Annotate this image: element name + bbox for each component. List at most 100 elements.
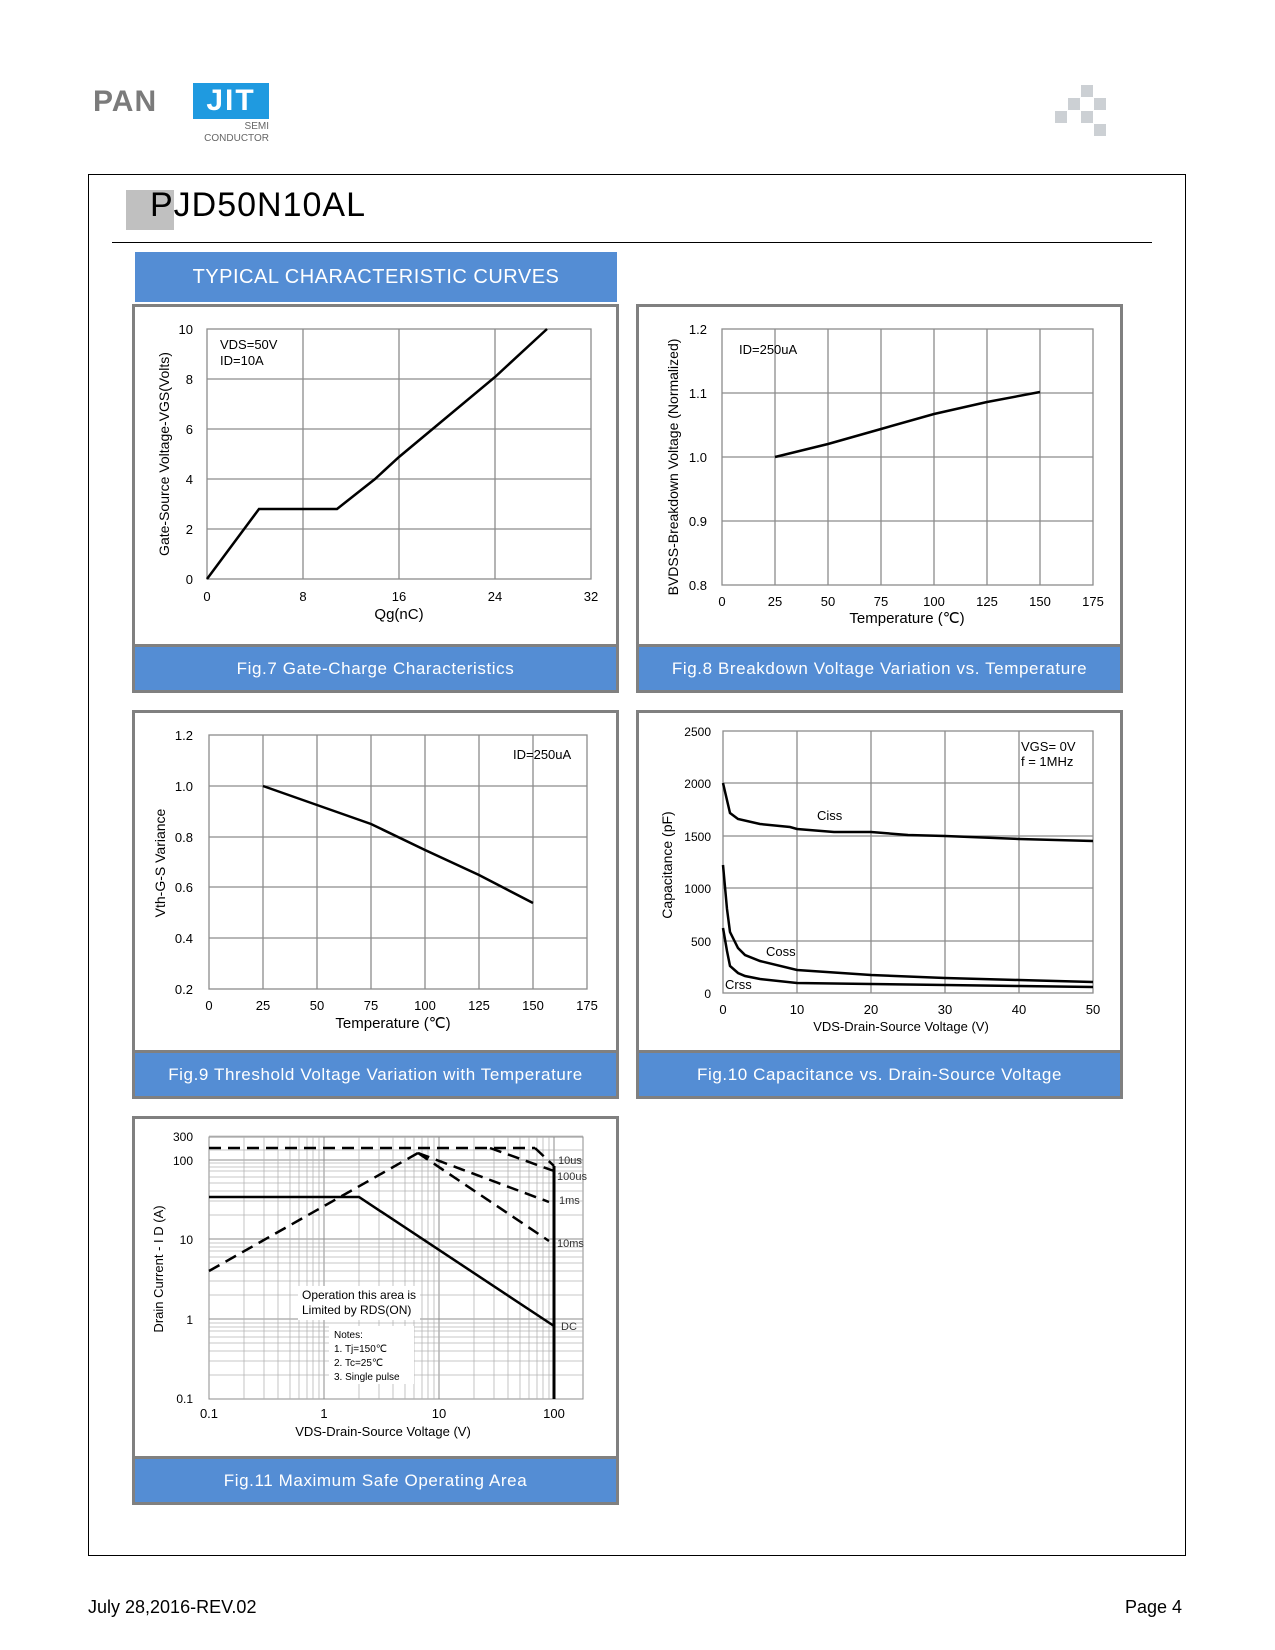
ciss-label: Ciss: [817, 808, 843, 823]
svg-text:1.0: 1.0: [175, 779, 193, 794]
svg-text:75: 75: [364, 998, 378, 1013]
fig8-xlabel: Temperature (℃): [849, 610, 964, 627]
svg-text:0.4: 0.4: [175, 931, 193, 946]
figure-8-panel: 1.2 1.1 1.0 0.9 0.8 0 25 50 75 100 125 150 175 Temp…: [636, 304, 1123, 693]
figure-9-panel: 1.2 1.0 0.8 0.6 0.4 0.2 0 25 50 75 100 125 150 175 T…: [132, 710, 619, 1099]
svg-text:50: 50: [821, 594, 835, 609]
svg-text:20: 20: [864, 1002, 878, 1017]
fig11-chart: Operation this area is Limited by RDS(ON…: [151, 1130, 587, 1439]
svg-text:2500: 2500: [684, 725, 711, 739]
soa-notes-title: Notes:: [334, 1330, 363, 1341]
svg-text:4: 4: [186, 472, 193, 487]
svg-text:0: 0: [718, 594, 725, 609]
fig8-note-id: ID=250uA: [739, 342, 798, 357]
footer-page-number: Page 4: [1124, 1597, 1182, 1617]
soa-note-1: 1. Tj=150℃: [334, 1344, 387, 1355]
fig10-xlabel: VDS-Drain-Source Voltage (V): [813, 1019, 989, 1034]
svg-text:175: 175: [1082, 594, 1104, 609]
svg-text:0.8: 0.8: [689, 578, 707, 593]
svg-text:32: 32: [584, 589, 598, 604]
fig9-chart: 1.2 1.0 0.8 0.6 0.4 0.2 0 25 50 75 100 125 150 175 T…: [152, 728, 598, 1032]
svg-text:40: 40: [1012, 1002, 1026, 1017]
fig11-caption: Fig.11 Maximum Safe Operating Area: [135, 1456, 616, 1502]
svg-text:0: 0: [203, 589, 210, 604]
logo-semi-text: SEMI: [244, 121, 269, 132]
svg-text:100: 100: [923, 594, 945, 609]
coss-label: Coss: [766, 944, 796, 959]
svg-text:1000: 1000: [684, 882, 711, 896]
fig7-note-vds: VDS=50V: [220, 337, 278, 352]
fig11-ylabel: Drain Current - I D (A): [151, 1205, 166, 1332]
svg-text:16: 16: [392, 589, 406, 604]
label-100us: 100us: [557, 1171, 587, 1183]
svg-text:0: 0: [205, 998, 212, 1013]
figure-11-panel: Operation this area is Limited by RDS(ON…: [132, 1116, 619, 1505]
svg-text:1.2: 1.2: [175, 728, 193, 743]
svg-text:175: 175: [576, 998, 598, 1013]
svg-text:10: 10: [790, 1002, 804, 1017]
page-frame: [88, 174, 1186, 1556]
svg-text:8: 8: [299, 589, 306, 604]
svg-text:30: 30: [938, 1002, 952, 1017]
svg-text:0: 0: [186, 572, 193, 587]
fig10-ylabel: Capacitance (pF): [659, 811, 675, 918]
svg-text:0: 0: [719, 1002, 726, 1017]
fig8-ylabel: BVDSS-Breakdown Voltage (Normalized): [665, 339, 681, 596]
soa-area-note-2: Limited by RDS(ON): [302, 1303, 411, 1317]
svg-text:1500: 1500: [684, 830, 711, 844]
svg-text:10: 10: [179, 322, 193, 337]
label-dc: DC: [561, 1321, 577, 1333]
fig8-caption: Fig.8 Breakdown Voltage Variation vs. Te…: [639, 644, 1120, 690]
svg-text:6: 6: [186, 422, 193, 437]
fig9-xlabel: Temperature (℃): [335, 1015, 450, 1032]
fig8-chart: 1.2 1.1 1.0 0.9 0.8 0 25 50 75 100 125 150 175 Temp…: [665, 322, 1104, 627]
svg-text:125: 125: [468, 998, 490, 1013]
svg-text:25: 25: [256, 998, 270, 1013]
fig10-chart: 2500 2000 1500 1000 500 0 0 10 20 30 40 50 VDS-Dra…: [659, 725, 1100, 1034]
svg-text:75: 75: [874, 594, 888, 609]
section-title: TYPICAL CHARACTERISTIC CURVES: [135, 252, 617, 302]
fig10-note-vgs: VGS= 0V: [1021, 739, 1076, 754]
fig10-caption: Fig.10 Capacitance vs. Drain-Source Volt…: [639, 1050, 1120, 1096]
svg-text:24: 24: [488, 589, 502, 604]
crss-label: Crss: [725, 977, 752, 992]
part-number-title: PJD50N10AL: [150, 186, 367, 224]
svg-text:150: 150: [522, 998, 544, 1013]
label-10ms: 10ms: [557, 1238, 584, 1250]
fig10-note-f: f = 1MHz: [1021, 754, 1073, 769]
logo-pan-text: PAN: [93, 85, 158, 118]
fig7-caption: Fig.7 Gate-Charge Characteristics: [135, 644, 616, 690]
figure-7-panel: 10 8 6 4 2 0 0 8 16 24 32 Qg(nC) Gate-Source Volt…: [132, 304, 619, 693]
svg-text:0.1: 0.1: [176, 1392, 193, 1406]
svg-text:1: 1: [320, 1406, 327, 1421]
svg-text:10: 10: [432, 1406, 446, 1421]
logo-jit-text: JIT: [193, 83, 269, 119]
svg-text:50: 50: [310, 998, 324, 1013]
svg-text:0.1: 0.1: [200, 1406, 218, 1421]
svg-text:50: 50: [1086, 1002, 1100, 1017]
svg-text:100: 100: [543, 1406, 565, 1421]
fig9-note-id: ID=250uA: [513, 747, 572, 762]
fig7-xlabel: Qg(nC): [374, 606, 423, 623]
svg-text:25: 25: [768, 594, 782, 609]
fig9-caption: Fig.9 Threshold Voltage Variation with T…: [135, 1050, 616, 1096]
footer-date-revision: July 28,2016-REV.02: [88, 1597, 257, 1617]
fig7-chart: 10 8 6 4 2 0 0 8 16 24 32 Qg(nC) Gate-Source Volt…: [156, 322, 598, 623]
label-10us: 10us: [558, 1155, 582, 1167]
svg-text:8: 8: [186, 372, 193, 387]
svg-text:0: 0: [704, 987, 711, 1001]
fig7-ylabel: Gate-Source Voltage-VGS(Volts): [156, 352, 172, 556]
figure-10-panel: 2500 2000 1500 1000 500 0 0 10 20 30 40 50 VDS-Dra…: [636, 710, 1123, 1099]
logo-conductor-text: CONDUCTOR: [204, 133, 269, 144]
svg-text:150: 150: [1029, 594, 1051, 609]
soa-area-note-1: Operation this area is: [302, 1288, 416, 1302]
fig7-note-id: ID=10A: [220, 353, 264, 368]
title-divider: [112, 242, 1152, 243]
soa-note-2: 2. Tc=25℃: [334, 1358, 383, 1369]
svg-text:100: 100: [414, 998, 436, 1013]
svg-text:0.6: 0.6: [175, 880, 193, 895]
label-1ms: 1ms: [559, 1195, 580, 1207]
title-shade: [126, 190, 174, 230]
svg-text:300: 300: [173, 1130, 193, 1144]
svg-text:1.1: 1.1: [689, 386, 707, 401]
